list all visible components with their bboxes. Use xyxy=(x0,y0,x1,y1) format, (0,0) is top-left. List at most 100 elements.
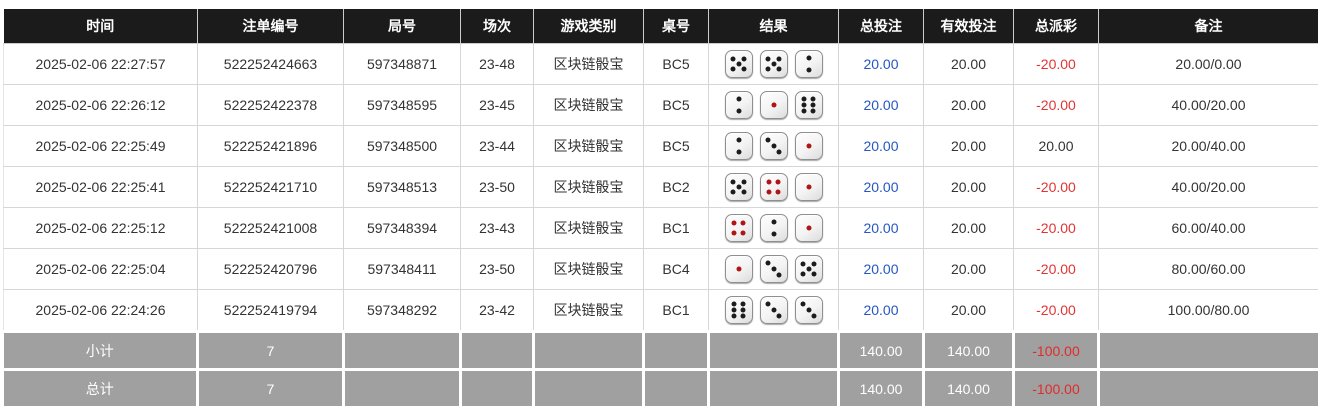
footer-count: 7 xyxy=(196,368,345,406)
column-header-time: 时间 xyxy=(3,9,198,44)
footer-label: 总计 xyxy=(3,368,199,406)
footer-empty-session xyxy=(459,330,535,371)
cell-session: 23-48 xyxy=(460,43,534,85)
cell-session: 23-44 xyxy=(460,125,534,167)
cell-payout: 20.00 xyxy=(1013,125,1099,167)
footer-empty-game-type xyxy=(532,368,645,406)
cell-payout: -20.00 xyxy=(1013,248,1099,290)
column-header-round-id: 局号 xyxy=(343,9,461,44)
cell-time: 2025-02-06 22:24:26 xyxy=(3,289,198,332)
table-row: 2025-02-06 22:25:12 522252421008 597348394… xyxy=(3,207,1318,249)
cell-round-id: 597348871 xyxy=(343,43,461,85)
cell-game-type: 区块链骰宝 xyxy=(533,43,644,85)
die-5-icon xyxy=(724,173,753,201)
cell-result xyxy=(708,84,839,126)
cell-session: 23-45 xyxy=(460,84,534,126)
cell-payout: -20.00 xyxy=(1013,289,1099,332)
cell-valid-bet: 20.00 xyxy=(923,166,1014,208)
die-4-icon xyxy=(724,214,753,242)
cell-round-id: 597348394 xyxy=(343,207,461,249)
die-2-icon xyxy=(794,50,823,78)
footer-empty-remark xyxy=(1097,368,1318,406)
cell-bet-id: 522252421008 xyxy=(197,207,344,249)
dice-result-group xyxy=(713,50,834,78)
dice-result-group xyxy=(713,214,834,242)
table-row: 2025-02-06 22:24:26 522252419794 597348292… xyxy=(3,289,1318,332)
cell-payout: -20.00 xyxy=(1013,43,1099,85)
bet-records-table: 时间 注单编号 局号 场次 游戏类别 桌号 结果 总投注 有效投注 总派彩 备注 2025-02-0… xyxy=(3,9,1318,406)
die-5-icon xyxy=(794,255,823,283)
cell-bet-id: 522252421896 xyxy=(197,125,344,167)
die-2-icon xyxy=(724,132,753,160)
cell-game-type: 区块链骰宝 xyxy=(533,166,644,208)
cell-time: 2025-02-06 22:25:12 xyxy=(3,207,198,249)
cell-bet-id: 522252422378 xyxy=(197,84,344,126)
cell-round-id: 597348292 xyxy=(343,289,461,332)
footer-total-bet: 140.00 xyxy=(837,330,925,371)
die-1-icon xyxy=(794,132,823,160)
footer-payout: -100.00 xyxy=(1012,368,1100,406)
grand-total-row: 总计 7 140.00 140.00 -100.00 xyxy=(3,368,1318,406)
cell-valid-bet: 20.00 xyxy=(923,43,1014,85)
cell-table-no: BC2 xyxy=(643,166,709,208)
cell-table-no: BC5 xyxy=(643,125,709,167)
dice-result-group xyxy=(713,91,834,119)
cell-time: 2025-02-06 22:25:04 xyxy=(3,248,198,290)
footer-label: 小计 xyxy=(3,330,199,371)
cell-remark: 80.00/60.00 xyxy=(1098,248,1318,290)
cell-game-type: 区块链骰宝 xyxy=(533,125,644,167)
cell-result xyxy=(708,289,839,332)
cell-valid-bet: 20.00 xyxy=(923,289,1014,332)
cell-time: 2025-02-06 22:25:49 xyxy=(3,125,198,167)
cell-payout: -20.00 xyxy=(1013,166,1099,208)
table-row: 2025-02-06 22:27:57 522252424663 597348871… xyxy=(3,43,1318,85)
cell-table-no: BC1 xyxy=(643,207,709,249)
cell-remark: 40.00/20.00 xyxy=(1098,166,1318,208)
cell-valid-bet: 20.00 xyxy=(923,125,1014,167)
cell-result xyxy=(708,248,839,290)
cell-valid-bet: 20.00 xyxy=(923,207,1014,249)
column-header-session: 场次 xyxy=(460,9,534,44)
column-header-result: 结果 xyxy=(708,9,839,44)
cell-remark: 60.00/40.00 xyxy=(1098,207,1318,249)
cell-game-type: 区块链骰宝 xyxy=(533,207,644,249)
cell-total-bet: 20.00 xyxy=(838,43,924,85)
cell-game-type: 区块链骰宝 xyxy=(533,289,644,332)
cell-total-bet: 20.00 xyxy=(838,84,924,126)
die-3-icon xyxy=(759,132,788,160)
die-4-icon xyxy=(759,173,788,201)
die-3-icon xyxy=(759,255,788,283)
cell-round-id: 597348595 xyxy=(343,84,461,126)
footer-payout: -100.00 xyxy=(1012,330,1100,371)
column-header-payout: 总派彩 xyxy=(1013,9,1099,44)
cell-bet-id: 522252424663 xyxy=(197,43,344,85)
footer-empty-game-type xyxy=(532,330,645,371)
cell-game-type: 区块链骰宝 xyxy=(533,84,644,126)
cell-time: 2025-02-06 22:27:57 xyxy=(3,43,198,85)
die-1-icon xyxy=(794,173,823,201)
cell-time: 2025-02-06 22:26:12 xyxy=(3,84,198,126)
cell-total-bet: 20.00 xyxy=(838,166,924,208)
cell-session: 23-43 xyxy=(460,207,534,249)
die-2-icon xyxy=(759,214,788,242)
cell-round-id: 597348411 xyxy=(343,248,461,290)
footer-count: 7 xyxy=(196,330,345,371)
cell-bet-id: 522252419794 xyxy=(197,289,344,332)
footer-valid-bet: 140.00 xyxy=(922,368,1015,406)
cell-table-no: BC5 xyxy=(643,43,709,85)
cell-remark: 40.00/20.00 xyxy=(1098,84,1318,126)
cell-remark: 100.00/80.00 xyxy=(1098,289,1318,332)
column-header-game-type: 游戏类别 xyxy=(533,9,644,44)
cell-result xyxy=(708,166,839,208)
footer-empty-result xyxy=(707,330,840,371)
cell-remark: 20.00/0.00 xyxy=(1098,43,1318,85)
cell-round-id: 597348513 xyxy=(343,166,461,208)
die-6-icon xyxy=(794,91,823,119)
cell-payout: -20.00 xyxy=(1013,84,1099,126)
column-header-valid-bet: 有效投注 xyxy=(923,9,1014,44)
cell-table-no: BC4 xyxy=(643,248,709,290)
header-row: 时间 注单编号 局号 场次 游戏类别 桌号 结果 总投注 有效投注 总派彩 备注 xyxy=(3,9,1318,44)
die-5-icon xyxy=(724,50,753,78)
cell-result xyxy=(708,207,839,249)
cell-valid-bet: 20.00 xyxy=(923,248,1014,290)
